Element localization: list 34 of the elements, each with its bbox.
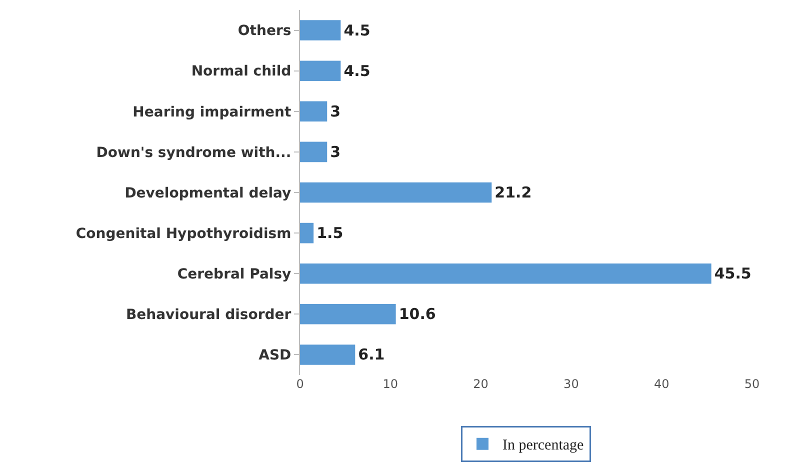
x-tick-label: 10 <box>382 377 398 391</box>
data-label: 4.5 <box>344 62 370 80</box>
data-label: 3 <box>330 142 341 161</box>
y-tick-label: Cerebral Palsy <box>177 266 292 283</box>
y-tick-label: Behavioural disorder <box>126 307 292 324</box>
y-tick-label: Down's syndrome with... <box>96 144 292 161</box>
data-label: 6.1 <box>358 346 385 364</box>
y-tick-label: ASD <box>258 348 292 364</box>
bar <box>300 263 712 284</box>
bar <box>300 101 328 122</box>
x-tick-label: 50 <box>744 377 760 391</box>
data-label: 10.6 <box>398 305 436 324</box>
bar <box>300 20 341 40</box>
y-tick-label: Congenital Hypothyroidism <box>76 226 292 242</box>
data-label: 21.2 <box>494 184 532 202</box>
x-tick-label: 0 <box>296 377 304 391</box>
data-label: 4.5 <box>344 21 370 40</box>
y-tick-label: Hearing impairment <box>132 104 292 120</box>
y-tick-label: Developmental delay <box>124 185 292 202</box>
x-tick-label: 20 <box>473 377 488 391</box>
bar <box>300 304 396 324</box>
y-tick-label: Normal child <box>191 64 292 80</box>
bar <box>300 344 356 365</box>
bar <box>300 142 328 162</box>
legend-label: In percentage <box>502 438 584 454</box>
bar <box>300 60 341 81</box>
bar <box>300 222 314 244</box>
x-tick-label: 30 <box>564 377 579 391</box>
data-label: 3 <box>330 102 341 120</box>
data-label: 1.5 <box>316 224 344 242</box>
y-tick-label: Others <box>238 23 292 40</box>
data-label: 45.5 <box>714 264 752 283</box>
bar <box>300 182 492 203</box>
x-tick-label: 40 <box>654 377 670 391</box>
